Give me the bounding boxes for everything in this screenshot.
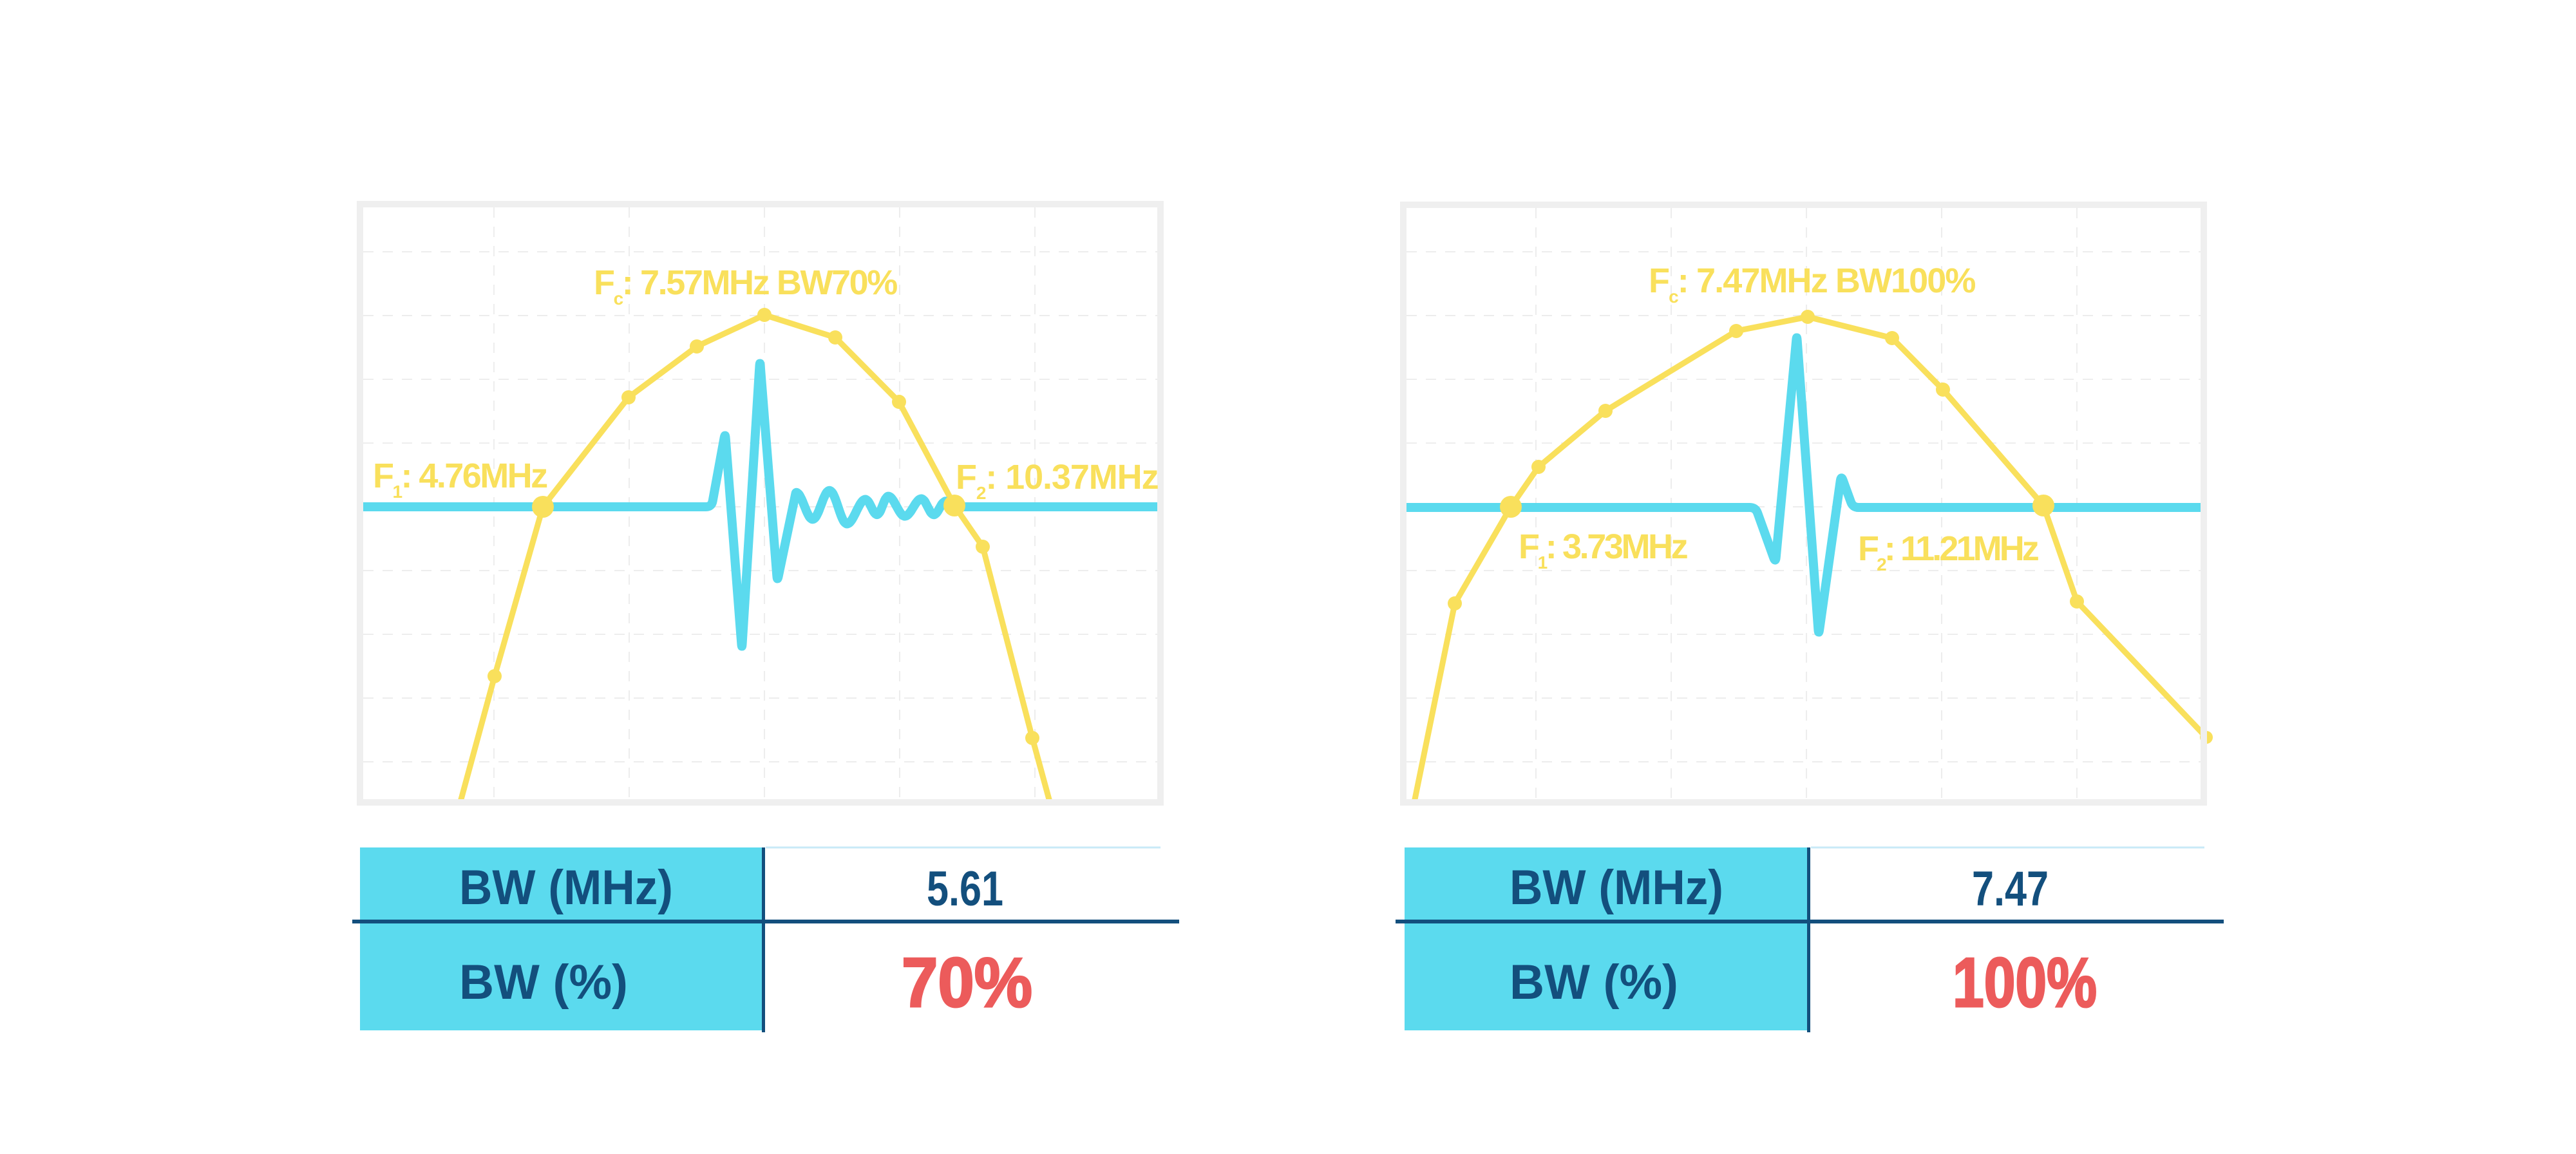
svg-text:100%: 100% — [1953, 943, 2097, 1022]
svg-text:BW (MHz): BW (MHz) — [1510, 860, 1723, 915]
svg-text:F1: 4.76MHz: F1: 4.76MHz — [373, 457, 547, 502]
svg-text:F2: 10.37MHz: F2: 10.37MHz — [956, 458, 1159, 503]
svg-text:Fc: 7.57MHz BW70%: Fc: 7.57MHz BW70% — [594, 263, 897, 308]
svg-text:7.47: 7.47 — [1972, 862, 2049, 916]
svg-text:F2: 11.21MHz: F2: 11.21MHz — [1858, 529, 2039, 574]
svg-text:70%: 70% — [902, 943, 1032, 1022]
svg-text:5.61: 5.61 — [927, 862, 1003, 916]
svg-text:Fc: 7.47MHz BW100%: Fc: 7.47MHz BW100% — [1649, 261, 1975, 307]
svg-text:BW (MHz): BW (MHz) — [459, 860, 673, 915]
svg-text:F1: 3.73MHz: F1: 3.73MHz — [1519, 527, 1688, 572]
svg-text:BW (%): BW (%) — [1510, 955, 1678, 1010]
svg-text:BW (%): BW (%) — [459, 955, 628, 1010]
